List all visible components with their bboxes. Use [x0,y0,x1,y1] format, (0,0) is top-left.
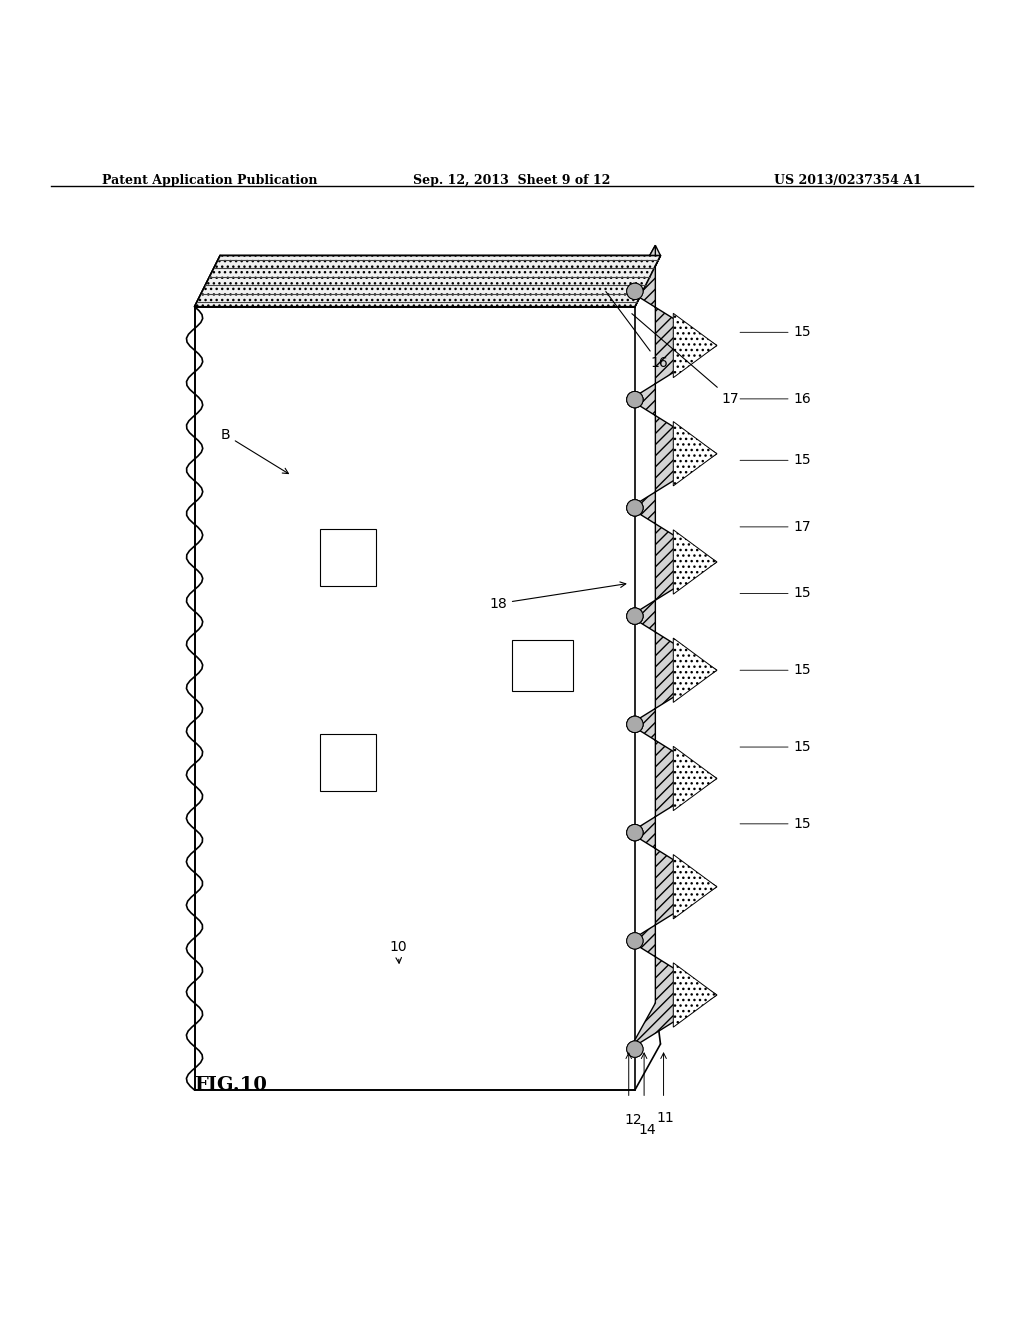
Circle shape [627,933,643,949]
Text: 17: 17 [740,520,811,533]
Polygon shape [195,256,660,306]
Circle shape [627,825,643,841]
Text: 17: 17 [632,314,739,405]
Circle shape [627,717,643,733]
Circle shape [627,500,643,516]
Circle shape [627,825,643,841]
Circle shape [627,933,643,949]
Text: 11: 11 [656,1110,675,1125]
Polygon shape [630,246,660,306]
Text: 18: 18 [489,582,626,611]
Polygon shape [674,746,717,810]
Polygon shape [512,639,573,690]
Circle shape [627,609,643,624]
Text: FIG.10: FIG.10 [195,1076,267,1094]
Text: Sep. 12, 2013  Sheet 9 of 12: Sep. 12, 2013 Sheet 9 of 12 [414,174,610,186]
Circle shape [627,500,643,516]
Polygon shape [674,421,717,486]
Circle shape [627,717,643,733]
Circle shape [627,500,643,516]
Circle shape [627,717,643,733]
Text: 15: 15 [740,817,811,830]
Circle shape [627,609,643,624]
Polygon shape [195,306,635,1090]
Circle shape [627,392,643,408]
Circle shape [627,392,643,408]
Text: 15: 15 [740,586,811,601]
Polygon shape [195,256,660,306]
Text: 16: 16 [740,392,811,405]
Text: 15: 15 [740,453,811,467]
Text: 12: 12 [624,1113,642,1126]
Polygon shape [630,246,717,1049]
Circle shape [627,392,643,408]
Text: 14: 14 [638,1123,656,1137]
Circle shape [627,1041,643,1057]
Text: 15: 15 [740,741,811,754]
Polygon shape [674,529,717,594]
Circle shape [627,284,643,300]
Text: B: B [220,428,289,474]
Polygon shape [319,734,377,791]
Polygon shape [319,529,377,586]
Text: 16: 16 [606,292,668,370]
Polygon shape [674,962,717,1027]
Text: Patent Application Publication: Patent Application Publication [102,174,317,186]
Text: US 2013/0237354 A1: US 2013/0237354 A1 [774,174,922,186]
Text: 15: 15 [740,663,811,677]
Circle shape [627,609,643,624]
Text: 15: 15 [740,325,811,339]
Circle shape [627,825,643,841]
Polygon shape [674,313,717,378]
Circle shape [627,284,643,300]
Circle shape [627,1041,643,1057]
Polygon shape [674,854,717,919]
Polygon shape [674,638,717,702]
Text: 10: 10 [389,940,407,964]
